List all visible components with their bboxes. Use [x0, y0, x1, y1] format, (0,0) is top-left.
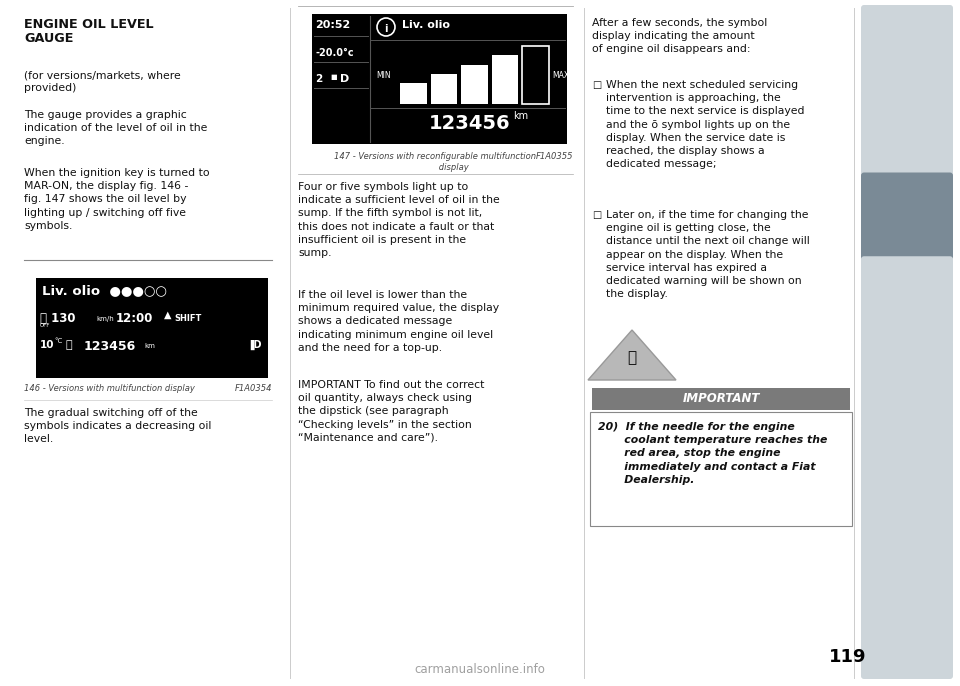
- Text: When the ignition key is turned to
MAR-ON, the display fig. 146 -
fig. 147 shows: When the ignition key is turned to MAR-O…: [24, 168, 209, 230]
- Text: SHIFT: SHIFT: [174, 314, 202, 323]
- FancyBboxPatch shape: [861, 508, 953, 595]
- Bar: [312, 14, 567, 144]
- FancyBboxPatch shape: [861, 257, 953, 344]
- Text: IMPORTANT To find out the correct
oil quantity, always check using
the dipstick : IMPORTANT To find out the correct oil qu…: [298, 380, 485, 442]
- FancyBboxPatch shape: [861, 591, 953, 679]
- Text: D: D: [340, 74, 349, 84]
- Text: Ⓐ: Ⓐ: [66, 340, 73, 350]
- Text: IMPORTANT: IMPORTANT: [683, 392, 759, 405]
- Text: 10: 10: [40, 340, 55, 350]
- Text: 123456: 123456: [84, 340, 136, 353]
- Text: km/h: km/h: [96, 316, 113, 322]
- FancyBboxPatch shape: [590, 412, 852, 526]
- Text: 🚗: 🚗: [628, 351, 636, 366]
- FancyBboxPatch shape: [861, 424, 953, 512]
- Text: □: □: [592, 80, 601, 90]
- Polygon shape: [588, 330, 676, 380]
- Bar: [461, 64, 488, 104]
- Text: Liv. olio: Liv. olio: [402, 20, 450, 30]
- Bar: [522, 46, 549, 104]
- Text: 146 - Versions with multifunction display: 146 - Versions with multifunction displa…: [24, 384, 195, 393]
- Text: 20:52: 20:52: [315, 20, 350, 30]
- Text: 119: 119: [829, 648, 867, 666]
- FancyBboxPatch shape: [861, 340, 953, 428]
- Text: carmanualsonline.info: carmanualsonline.info: [415, 663, 545, 676]
- Text: MIN: MIN: [376, 71, 391, 80]
- Text: °C: °C: [54, 338, 62, 344]
- Text: After a few seconds, the symbol
display indicating the amount
of engine oil disa: After a few seconds, the symbol display …: [592, 18, 767, 54]
- Text: □: □: [592, 210, 601, 220]
- Text: -20.0°c: -20.0°c: [315, 48, 353, 58]
- Bar: [431, 74, 457, 104]
- Text: km: km: [514, 111, 529, 121]
- Text: (for versions/markets, where
provided): (for versions/markets, where provided): [24, 70, 180, 93]
- Text: ▐D: ▐D: [247, 340, 262, 351]
- Text: The gauge provides a graphic
indication of the level of oil in the
engine.: The gauge provides a graphic indication …: [24, 110, 207, 146]
- Bar: [492, 56, 518, 104]
- Text: 147 - Versions with reconfigurable multifunction
              display: 147 - Versions with reconfigurable multi…: [334, 152, 537, 172]
- FancyBboxPatch shape: [861, 5, 953, 93]
- Text: F1A0354: F1A0354: [234, 384, 272, 393]
- Text: MAX: MAX: [552, 71, 569, 80]
- Bar: [592, 388, 850, 410]
- Text: ⓢ 130: ⓢ 130: [40, 312, 76, 325]
- Text: OFF: OFF: [40, 323, 51, 328]
- Text: ▲: ▲: [164, 310, 172, 320]
- Text: When the next scheduled servicing
intervention is approaching, the
time to the n: When the next scheduled servicing interv…: [606, 80, 804, 169]
- Text: 12:00: 12:00: [116, 312, 154, 325]
- FancyBboxPatch shape: [861, 172, 953, 260]
- Text: ■: ■: [330, 74, 337, 80]
- Text: km: km: [144, 343, 155, 349]
- Text: 20)  If the needle for the engine
       coolant temperature reaches the
       : 20) If the needle for the engine coolant…: [598, 422, 828, 485]
- Text: ENGINE OIL LEVEL
GAUGE: ENGINE OIL LEVEL GAUGE: [24, 18, 154, 45]
- Text: i: i: [384, 24, 388, 34]
- Text: 2: 2: [315, 74, 323, 84]
- Text: If the oil level is lower than the
minimum required value, the display
shows a d: If the oil level is lower than the minim…: [298, 290, 499, 353]
- Text: Liv. olio  ●●●○○: Liv. olio ●●●○○: [42, 284, 167, 297]
- Text: The gradual switching off of the
symbols indicates a decreasing oil
level.: The gradual switching off of the symbols…: [24, 408, 211, 445]
- FancyBboxPatch shape: [861, 88, 953, 176]
- Text: 123456: 123456: [429, 114, 511, 133]
- Bar: [36, 278, 268, 378]
- Text: Four or five symbols light up to
indicate a sufficient level of oil in the
sump.: Four or five symbols light up to indicat…: [298, 182, 500, 258]
- Text: F1A0355: F1A0355: [536, 152, 573, 161]
- Bar: [400, 83, 426, 104]
- Text: Later on, if the time for changing the
engine oil is getting close, the
distance: Later on, if the time for changing the e…: [606, 210, 809, 299]
